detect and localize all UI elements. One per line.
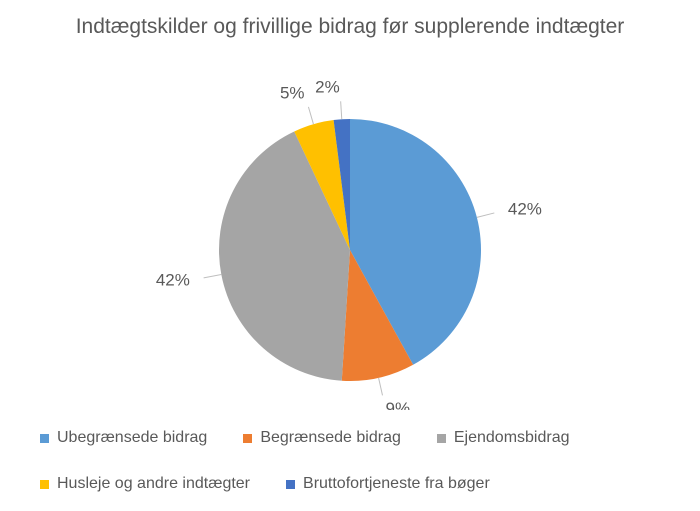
- leader-line: [341, 101, 342, 119]
- leader-line: [379, 378, 383, 396]
- chart-title: Indtægtskilder og frivillige bidrag før …: [0, 0, 700, 40]
- leader-line: [477, 213, 494, 217]
- legend-item: Bruttofortjeneste fra bøger: [286, 475, 490, 493]
- legend-swatch: [40, 480, 49, 489]
- leader-line: [308, 107, 313, 124]
- pie-area: 42% 9% 42% 5% 2%: [0, 80, 700, 410]
- slice-label: 9%: [386, 399, 411, 410]
- legend-label: Begrænsede bidrag: [260, 429, 401, 447]
- legend-label: Husleje og andre indtægter: [57, 475, 250, 493]
- legend-swatch: [286, 480, 295, 489]
- legend-label: Ejendomsbidrag: [454, 429, 570, 447]
- legend-item: Ejendomsbidrag: [437, 429, 570, 447]
- slice-label: 42%: [508, 199, 542, 218]
- legend-item: Husleje og andre indtægter: [40, 475, 250, 493]
- legend-swatch: [437, 434, 446, 443]
- leader-line: [204, 275, 222, 278]
- slice-label: 2%: [315, 80, 340, 96]
- legend-label: Bruttofortjeneste fra bøger: [303, 475, 490, 493]
- legend-swatch: [243, 434, 252, 443]
- slice-label: 5%: [280, 83, 305, 102]
- slice-label: 42%: [156, 271, 190, 290]
- legend-swatch: [40, 434, 49, 443]
- chart-container: Indtægtskilder og frivillige bidrag før …: [0, 0, 700, 511]
- legend: Ubegrænsede bidrag Begrænsede bidrag Ejend…: [40, 429, 660, 493]
- legend-row: Ubegrænsede bidrag Begrænsede bidrag Ejend…: [40, 429, 660, 493]
- pie-chart-svg: 42% 9% 42% 5% 2%: [0, 80, 700, 410]
- legend-item: Begrænsede bidrag: [243, 429, 401, 447]
- legend-item: Ubegrænsede bidrag: [40, 429, 207, 447]
- legend-label: Ubegrænsede bidrag: [57, 429, 207, 447]
